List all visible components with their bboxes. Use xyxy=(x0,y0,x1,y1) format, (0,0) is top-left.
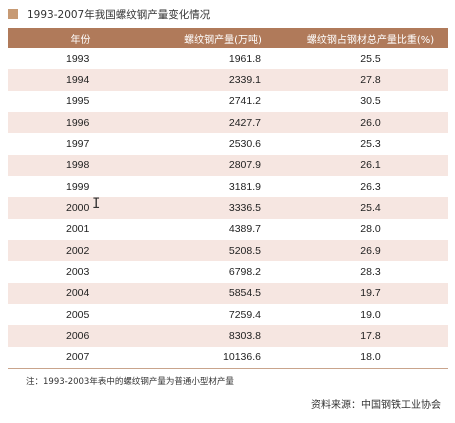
cell-output: 4389.7 xyxy=(153,218,293,240)
text-cursor-icon: I xyxy=(92,196,101,212)
table-row: 2006 8303.8 17.8 xyxy=(8,325,448,347)
rebar-output-table: 年份 螺纹钢产量(万吨) 螺纹钢占钢材总产量比重(%) 1993 1961.8 … xyxy=(8,28,448,369)
cell-output: 2807.9 xyxy=(153,154,293,176)
table-footnote: 注：1993-2003年表中的螺纹钢产量为普通小型材产量 xyxy=(26,377,234,387)
cell-year: 2006 xyxy=(8,325,153,347)
cell-output: 3181.9 xyxy=(153,175,293,198)
cell-output: 8303.8 xyxy=(153,325,293,347)
table-row: 1998 2807.9 26.1 xyxy=(8,154,448,176)
table-row: 1993 1961.8 25.5 xyxy=(8,48,448,70)
cell-year: 2002 xyxy=(8,239,153,262)
cell-output: 3336.5 xyxy=(153,197,293,219)
table-row: 2000 3336.5 25.4 xyxy=(8,197,448,219)
cell-year: 2007 xyxy=(8,346,153,369)
cell-share: 30.5 xyxy=(293,90,448,112)
cell-output: 2339.1 xyxy=(153,69,293,91)
cell-year: 1995 xyxy=(8,90,153,112)
cell-share: 25.5 xyxy=(293,48,448,70)
table-row: 2005 7259.4 19.0 xyxy=(8,303,448,326)
cell-output: 5208.5 xyxy=(153,239,293,262)
table-row: 1999 3181.9 26.3 xyxy=(8,175,448,198)
table-row: 1997 2530.6 25.3 xyxy=(8,133,448,155)
cell-year: 2001 xyxy=(8,218,153,240)
cell-output: 6798.2 xyxy=(153,261,293,283)
data-source: 资料来源：中国钢铁工业协会 xyxy=(311,400,441,411)
table-row: 2007 10136.6 18.0 xyxy=(8,346,448,369)
cell-output: 2741.2 xyxy=(153,90,293,112)
table-row: 2002 5208.5 26.9 xyxy=(8,239,448,262)
cell-share: 18.0 xyxy=(293,346,448,369)
table-row: 1994 2339.1 27.8 xyxy=(8,69,448,91)
cell-share: 28.3 xyxy=(293,261,448,283)
cell-share: 19.7 xyxy=(293,282,448,304)
table-row: 1995 2741.2 30.5 xyxy=(8,90,448,112)
cell-share: 17.8 xyxy=(293,325,448,347)
table-title-row: 1993-2007年我国螺纹钢产量变化情况 xyxy=(8,7,210,21)
cell-output: 5854.5 xyxy=(153,282,293,304)
table-row: 1996 2427.7 26.0 xyxy=(8,111,448,134)
cell-year: 2003 xyxy=(8,261,153,283)
table-row: 2001 4389.7 28.0 xyxy=(8,218,448,240)
cell-share: 28.0 xyxy=(293,218,448,240)
header-output: 螺纹钢产量(万吨) xyxy=(153,28,293,48)
table-row: 2003 6798.2 28.3 xyxy=(8,261,448,283)
cell-output: 1961.8 xyxy=(153,48,293,70)
cell-year: 2004 xyxy=(8,282,153,304)
cell-share: 26.0 xyxy=(293,111,448,134)
cell-output: 7259.4 xyxy=(153,303,293,326)
cell-share: 26.9 xyxy=(293,239,448,262)
cell-year: 1994 xyxy=(8,69,153,91)
cell-year: 1993 xyxy=(8,48,153,70)
cell-share: 26.3 xyxy=(293,175,448,198)
header-share: 螺纹钢占钢材总产量比重(%) xyxy=(293,28,448,48)
cell-share: 25.4 xyxy=(293,197,448,219)
cell-year: 1998 xyxy=(8,154,153,176)
cell-share: 26.1 xyxy=(293,154,448,176)
cell-output: 2427.7 xyxy=(153,111,293,134)
cell-share: 27.8 xyxy=(293,69,448,91)
cell-output: 2530.6 xyxy=(153,133,293,155)
cell-year: 1996 xyxy=(8,111,153,134)
cell-year: 1997 xyxy=(8,133,153,155)
cell-year: 2000 xyxy=(8,197,153,219)
cell-output: 10136.6 xyxy=(153,346,293,369)
table-row: 2004 5854.5 19.7 xyxy=(8,282,448,304)
cell-share: 19.0 xyxy=(293,303,448,326)
cell-year: 1999 xyxy=(8,175,153,198)
header-year: 年份 xyxy=(8,28,153,48)
title-marker-square xyxy=(8,9,18,19)
cell-share: 25.3 xyxy=(293,133,448,155)
table-title: 1993-2007年我国螺纹钢产量变化情况 xyxy=(27,8,211,21)
cell-year: 2005 xyxy=(8,303,153,326)
table-header-row: 年份 螺纹钢产量(万吨) 螺纹钢占钢材总产量比重(%) xyxy=(8,28,448,48)
